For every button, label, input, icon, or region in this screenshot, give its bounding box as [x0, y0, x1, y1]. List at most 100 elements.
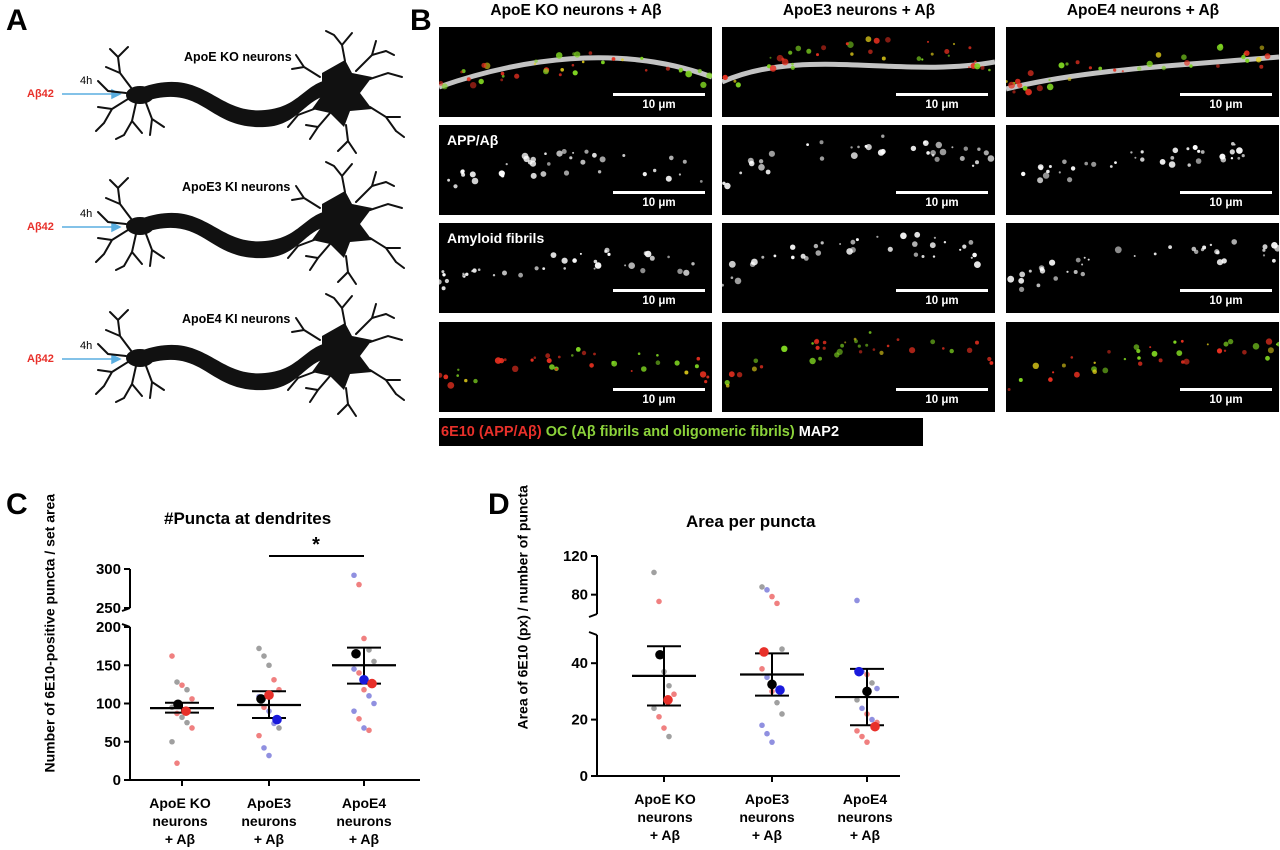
time-label-2: 4h	[80, 208, 93, 220]
chart-d-point-0-3	[666, 682, 672, 689]
chart-c-title: #Puncta at dendrites	[164, 509, 332, 528]
micrograph-image	[722, 231, 981, 287]
chart-c-point-0-2	[179, 682, 185, 688]
micrograph-c1-r1: 10 μm	[722, 125, 995, 215]
chart-c-point-2-8	[366, 693, 372, 699]
chart-d-replicate-1-2	[775, 685, 785, 695]
scale-bar-label: 10 μm	[1209, 99, 1243, 111]
chart-c-ytick-label-1: 50	[104, 734, 121, 751]
chart-c-xcat-1-line-1: neurons	[241, 813, 297, 829]
chart-d-xcat-2: ApoE4 neurons + Aβ	[810, 790, 920, 844]
column-title-ko: ApoE KO neurons + Aβ	[490, 2, 662, 19]
scale-bar: 10 μm	[1180, 93, 1272, 111]
chart-c-ytick-label-4: 200	[96, 619, 121, 636]
scale-bar-line	[896, 191, 988, 194]
chart-c-point-0-1	[174, 679, 180, 685]
chart-c-xcat-0-line-2: + Aβ	[164, 831, 196, 847]
micrograph-image	[439, 247, 695, 291]
chart-d-ytick-label-1: 20	[571, 712, 588, 729]
micrograph-image	[722, 36, 995, 88]
chart-d-replicate-0-0	[655, 649, 665, 660]
chart-c-point-0-8	[184, 719, 190, 726]
chart-c-point-0-11	[174, 760, 180, 766]
micrograph-c2-r3: 10 μm	[1006, 322, 1279, 412]
chart-c-xcat-2-line-0: ApoE4	[341, 795, 387, 811]
chart-d-point-2-11	[859, 733, 865, 740]
micrograph-c2-r1: 10 μm	[1006, 125, 1279, 215]
chart-c-point-0-9	[189, 725, 195, 731]
micrograph-image	[447, 149, 703, 189]
micrograph-image	[722, 134, 995, 190]
chart-d-point-1-1	[764, 587, 770, 593]
micrograph-image	[1007, 239, 1279, 292]
chart-c-point-2-9	[371, 700, 377, 707]
chart-d-point-1-11	[764, 730, 770, 737]
chart-d-point-0-8	[666, 733, 672, 740]
chart-c-point-2-12	[361, 725, 367, 731]
scale-bar-label: 10 μm	[642, 197, 676, 209]
abeta-label-1: Aβ42	[27, 88, 54, 100]
micrograph-image	[1007, 338, 1279, 391]
scale-bar-line	[1180, 388, 1272, 391]
scale-bar-label: 10 μm	[1209, 295, 1243, 307]
scale-bar-line	[613, 289, 705, 292]
chart-d-xcat-2-line-0: ApoE4	[842, 791, 888, 807]
abeta-label-3: Aβ42	[27, 353, 54, 365]
chart-d-point-1-6	[764, 674, 770, 681]
scale-bar-line	[896, 388, 988, 391]
chart-d-point-0-6	[656, 713, 662, 720]
micrograph-image	[439, 51, 712, 90]
scale-bar-label: 10 μm	[925, 197, 959, 209]
chart-c-ytick-label-2: 100	[96, 696, 121, 713]
panel-b-letter: B	[410, 4, 432, 37]
scale-bar-label: 10 μm	[925, 295, 959, 307]
chart-c-point-1-3	[271, 676, 277, 683]
scale-bar-line	[896, 289, 988, 292]
chart-d-replicate-2-2	[870, 721, 880, 732]
chart-c-replicate-1-0	[256, 694, 266, 704]
micrograph-c0-r2: 10 μm Amyloid fibrils	[439, 223, 712, 313]
chart-c-point-1-0	[256, 645, 262, 652]
micrograph-c0-r1: 10 μm APP/Aβ	[439, 125, 712, 215]
chart-d-point-1-3	[774, 600, 780, 607]
chart-c-xcat-2-line-1: neurons	[336, 813, 392, 829]
scale-bar: 10 μm	[613, 191, 705, 209]
chart-c-significance-star: *	[312, 534, 320, 556]
chart-c-point-2-10	[351, 708, 357, 714]
scale-bar: 10 μm	[613, 388, 705, 406]
chart-d-axis-break-lower	[588, 631, 598, 636]
chart-d-point-0-4	[671, 691, 677, 698]
micrograph-c2-r2: 10 μm	[1006, 223, 1279, 313]
micrograph-c1-r2: 10 μm	[722, 223, 995, 313]
chart-c-point-1-11	[261, 745, 267, 751]
chart-d-point-2-12	[864, 739, 870, 745]
chart-c-ytick-label-0: 0	[113, 772, 121, 789]
micrograph-c1-r0: 10 μm	[722, 27, 995, 117]
scale-bar: 10 μm	[896, 191, 988, 209]
chart-c-xcat-1-line-0: ApoE3	[246, 795, 292, 811]
chart-d-point-1-0	[759, 584, 765, 590]
abeta-label-2: Aβ42	[27, 221, 54, 233]
chart-c-point-0-4	[189, 696, 195, 702]
chart-d-point-0-5	[651, 705, 657, 712]
scale-bar: 10 μm	[896, 289, 988, 307]
chart-c-xcat-0-line-0: ApoE KO	[149, 795, 211, 811]
column-title-e3: ApoE3 neurons + Aβ	[782, 2, 936, 19]
chart-d-xcat-0: ApoE KO neurons + Aβ	[610, 790, 720, 844]
neuron-label-e4: ApoE4 KI neurons	[182, 312, 291, 326]
chart-d-replicate-1-1	[767, 679, 777, 690]
chart-c-ylabel: Number of 6E10-positive puncta / set are…	[41, 493, 58, 773]
chart-d-point-2-3	[869, 680, 875, 686]
chart-d-xcat-1-line-1: neurons	[739, 809, 795, 825]
scale-bar-label: 10 μm	[925, 99, 959, 111]
chart-c-replicate-0-0	[173, 699, 183, 710]
chart-c-xcat-2: ApoE4 neurons + Aβ	[309, 794, 419, 848]
scale-bar-line	[613, 388, 705, 391]
chart-c-ytick-label-3: 150	[96, 657, 121, 674]
chart-c-replicate-1-2	[272, 714, 282, 725]
chart-c-point-2-7	[361, 686, 367, 693]
chart-c-replicate-1-1	[264, 690, 274, 700]
scale-bar-line	[1180, 93, 1272, 96]
chart-c-replicate-2-0	[351, 648, 361, 659]
panel-c-letter: C	[6, 488, 28, 521]
